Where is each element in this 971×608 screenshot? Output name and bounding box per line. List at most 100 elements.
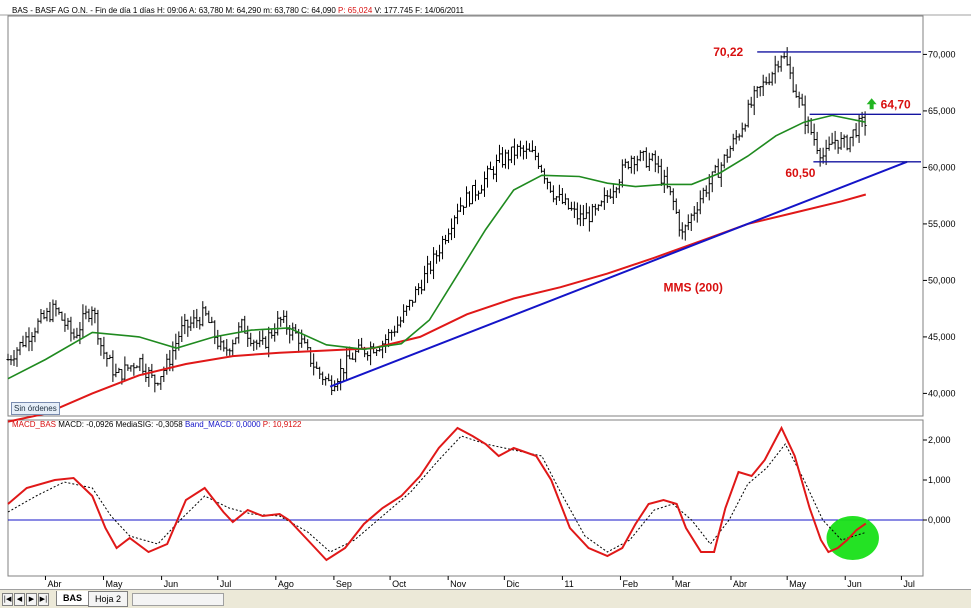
support-trendline	[329, 160, 908, 388]
price-bar	[228, 348, 232, 356]
price-bar	[24, 331, 28, 348]
price-bar	[644, 147, 648, 168]
price-bar	[195, 308, 199, 329]
price-bar	[695, 201, 699, 223]
price-bar	[494, 154, 498, 183]
price-bar	[444, 234, 448, 245]
price-bar	[692, 206, 696, 221]
price-bar	[509, 146, 513, 164]
price-bar	[267, 326, 271, 358]
price-bar	[854, 123, 858, 138]
price-bar	[515, 144, 519, 159]
price-bar	[575, 202, 579, 225]
price-bar	[725, 148, 729, 163]
price-bar	[93, 307, 97, 324]
price-bar	[548, 181, 552, 193]
price-bar	[447, 228, 451, 243]
prev-sheet-button[interactable]: ◀	[14, 593, 25, 606]
x-tick-label: Jun	[164, 579, 179, 589]
price-bar	[381, 340, 385, 359]
price-bar	[21, 335, 25, 348]
x-tick-label: May	[106, 579, 124, 589]
price-bar	[740, 122, 744, 138]
price-bar	[551, 185, 555, 203]
price-bar	[857, 114, 861, 143]
price-bar	[851, 129, 855, 147]
price-bar	[285, 310, 289, 335]
price-bar	[408, 299, 412, 311]
price-bar	[324, 376, 328, 386]
price-bar	[258, 331, 262, 348]
price-bar	[141, 353, 145, 376]
tab-bas[interactable]: BAS	[56, 591, 90, 606]
price-bar	[545, 177, 549, 190]
price-bar	[240, 318, 244, 331]
price-bar	[234, 337, 238, 345]
price-bar	[147, 366, 151, 387]
price-bar	[737, 133, 741, 141]
price-bar	[270, 329, 274, 339]
macd-legend: MACD_BAS MACD: -0,0926 MediaSIG: -0,3058…	[12, 420, 302, 429]
price-bar	[279, 316, 283, 327]
horizontal-scrollbar[interactable]	[132, 593, 224, 606]
price-bar	[369, 341, 373, 366]
x-tick-label: Jun	[847, 579, 862, 589]
price-bar	[129, 365, 133, 372]
price-bar	[659, 158, 663, 186]
price-bar	[321, 371, 325, 385]
price-bar	[339, 358, 343, 391]
price-bar	[482, 171, 486, 197]
price-bar	[656, 155, 660, 174]
price-bar	[138, 357, 142, 372]
price-bar	[315, 361, 319, 369]
price-bar	[273, 323, 277, 342]
price-bar	[785, 47, 789, 66]
price-bar	[845, 134, 849, 151]
label-70-22: 70,22	[713, 45, 743, 59]
price-bar	[791, 66, 795, 93]
price-bar	[689, 213, 693, 232]
price-bar	[581, 205, 585, 227]
price-bar	[632, 156, 636, 175]
price-bar	[438, 244, 442, 262]
price-bar	[156, 382, 160, 386]
first-sheet-button[interactable]: |◀	[2, 593, 13, 606]
price-bar	[117, 367, 121, 374]
next-sheet-button[interactable]: ▶	[26, 593, 37, 606]
macd-y-tick-label: 0,000	[928, 515, 951, 525]
price-bar	[770, 71, 774, 86]
x-tick-label: Abr	[733, 579, 747, 589]
price-bar	[842, 134, 846, 148]
price-bar	[204, 306, 208, 316]
price-bar	[342, 368, 346, 382]
price-bar	[432, 247, 436, 280]
price-bar	[755, 86, 759, 98]
price-bar	[96, 309, 100, 345]
price-bar	[366, 351, 370, 361]
price-bar	[764, 76, 768, 86]
last-sheet-button[interactable]: ▶|	[38, 593, 49, 606]
price-bar	[36, 318, 40, 334]
price-bar	[429, 260, 433, 275]
price-bar	[518, 140, 522, 157]
price-bar	[15, 347, 19, 367]
price-bar	[827, 136, 831, 151]
price-bar	[180, 316, 184, 343]
price-bar	[527, 143, 531, 152]
price-bar	[207, 310, 211, 324]
price-bar	[255, 339, 259, 350]
price-bar	[485, 165, 489, 188]
tab-hoja-2[interactable]: Hoja 2	[88, 591, 129, 607]
price-bar	[608, 188, 612, 199]
price-bar	[402, 304, 406, 323]
orders-badge[interactable]: Sin órdenes	[11, 402, 60, 415]
price-y-tick-label: 60,000	[928, 162, 956, 172]
price-bar	[75, 327, 79, 339]
price-bar	[704, 185, 708, 198]
price-bar	[249, 332, 253, 347]
price-bar	[674, 198, 678, 215]
price-bar	[833, 130, 837, 150]
price-bar	[599, 200, 603, 207]
price-bar	[456, 203, 460, 225]
